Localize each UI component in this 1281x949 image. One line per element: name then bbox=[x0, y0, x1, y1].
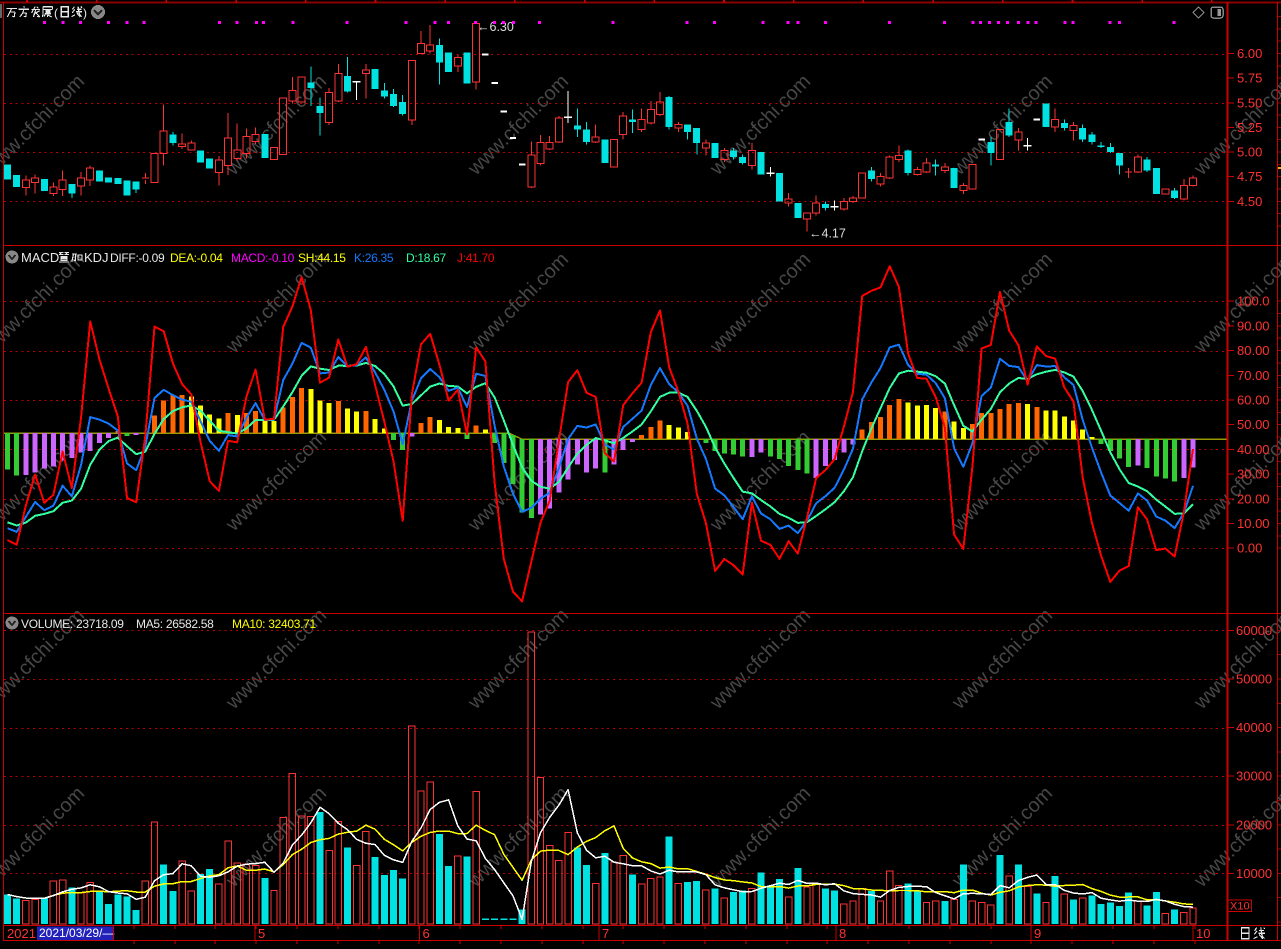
svg-text:0.00: 0.00 bbox=[1237, 541, 1262, 556]
svg-text:5.25: 5.25 bbox=[1237, 120, 1262, 135]
svg-text:6.00: 6.00 bbox=[1237, 46, 1262, 61]
svg-text:DIFF:-0.09: DIFF:-0.09 bbox=[110, 251, 165, 265]
svg-text:): ) bbox=[83, 6, 87, 20]
svg-text:D:18.67: D:18.67 bbox=[406, 251, 447, 265]
svg-text:50.00: 50.00 bbox=[1237, 417, 1270, 432]
svg-text:2021: 2021 bbox=[7, 926, 36, 941]
svg-text:30000: 30000 bbox=[1236, 769, 1272, 784]
svg-text:MA5: 26582.58: MA5: 26582.58 bbox=[136, 617, 214, 631]
svg-text:70.00: 70.00 bbox=[1237, 368, 1270, 383]
svg-text:←4.17: ←4.17 bbox=[809, 227, 846, 241]
svg-text:J:41.70: J:41.70 bbox=[457, 251, 495, 265]
svg-text:50000: 50000 bbox=[1236, 672, 1272, 687]
svg-text:10000: 10000 bbox=[1236, 866, 1272, 881]
svg-text:2021/03/29/—: 2021/03/29/— bbox=[39, 926, 114, 940]
svg-text:5.75: 5.75 bbox=[1237, 71, 1262, 86]
svg-text:DEA:-0.04: DEA:-0.04 bbox=[170, 251, 223, 265]
svg-text:20.00: 20.00 bbox=[1237, 491, 1270, 506]
svg-text:(: ( bbox=[54, 6, 58, 20]
svg-text:60000: 60000 bbox=[1236, 623, 1272, 638]
svg-text:4.50: 4.50 bbox=[1237, 194, 1262, 209]
svg-text:5.50: 5.50 bbox=[1237, 95, 1262, 110]
svg-text:60.00: 60.00 bbox=[1237, 393, 1270, 408]
svg-text:10: 10 bbox=[1196, 926, 1210, 941]
svg-text:MACD:-0.10: MACD:-0.10 bbox=[231, 251, 295, 265]
svg-text:MACD: MACD bbox=[21, 250, 59, 265]
svg-text:5: 5 bbox=[258, 926, 265, 941]
svg-text:40000: 40000 bbox=[1236, 720, 1272, 735]
svg-text:VOLUME: 23718.09: VOLUME: 23718.09 bbox=[21, 617, 124, 631]
svg-text:100.0: 100.0 bbox=[1237, 294, 1270, 309]
svg-text:5.00: 5.00 bbox=[1237, 145, 1262, 160]
svg-text:MA10: 32403.71: MA10: 32403.71 bbox=[232, 617, 316, 631]
svg-text:10.00: 10.00 bbox=[1237, 516, 1270, 531]
svg-text:SH:44.15: SH:44.15 bbox=[298, 251, 346, 265]
svg-text:30.00: 30.00 bbox=[1237, 467, 1270, 482]
svg-text:7: 7 bbox=[602, 926, 609, 941]
svg-text:9: 9 bbox=[1034, 926, 1041, 941]
svg-text:40.00: 40.00 bbox=[1237, 442, 1270, 457]
svg-text:6: 6 bbox=[423, 926, 430, 941]
svg-text:90.00: 90.00 bbox=[1237, 318, 1270, 333]
svg-text:8: 8 bbox=[839, 926, 846, 941]
svg-text:K:26.35: K:26.35 bbox=[354, 251, 394, 265]
svg-text:80.00: 80.00 bbox=[1237, 343, 1270, 358]
svg-text:X10: X10 bbox=[1230, 901, 1250, 913]
svg-text:4.75: 4.75 bbox=[1237, 169, 1262, 184]
svg-text:20000: 20000 bbox=[1236, 817, 1272, 832]
svg-text:KDJ: KDJ bbox=[84, 250, 109, 265]
